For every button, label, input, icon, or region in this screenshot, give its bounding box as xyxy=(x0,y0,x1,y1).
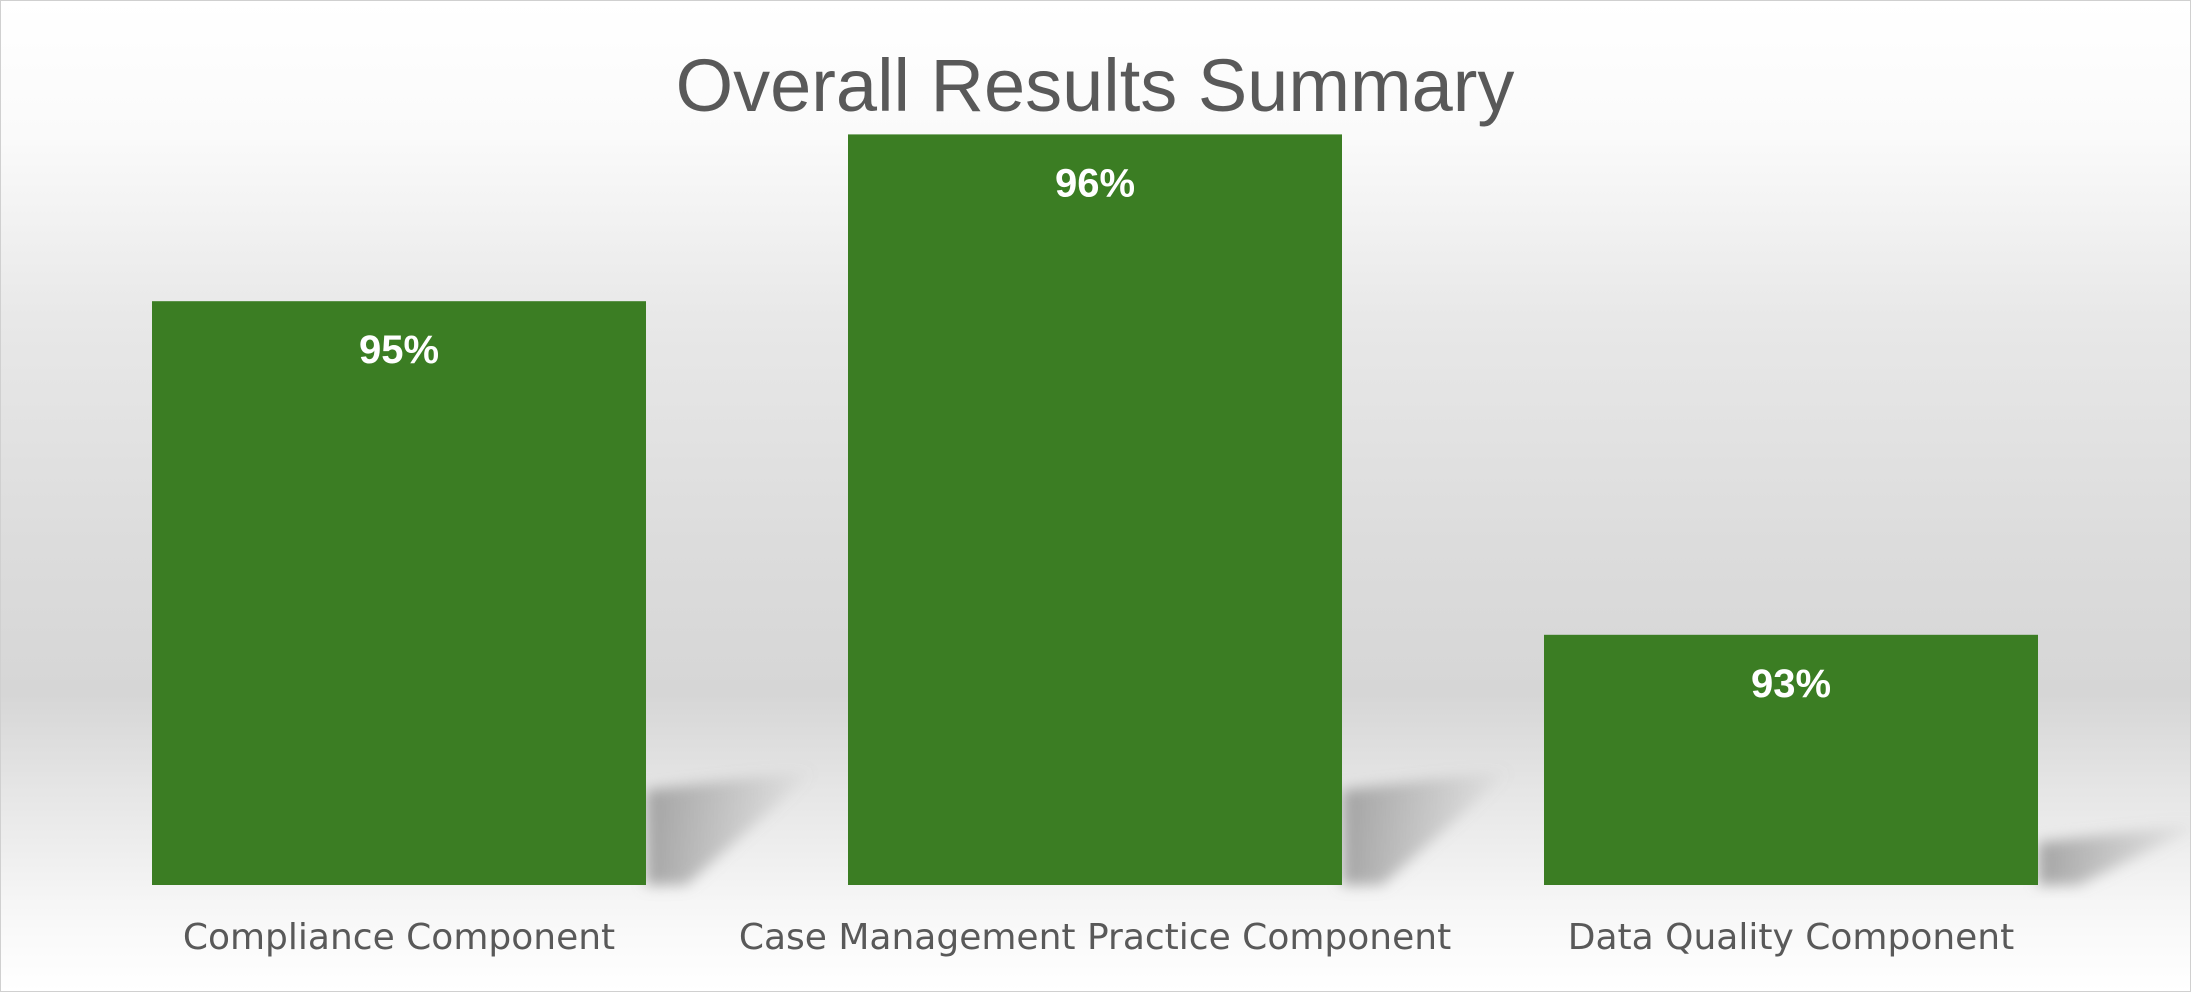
data-labels: 95% 96% 93% xyxy=(359,161,1831,705)
data-label: 93% xyxy=(1751,662,1831,706)
bars xyxy=(152,134,2038,885)
bar-shadow xyxy=(2038,824,2190,885)
bar xyxy=(152,301,646,885)
bar xyxy=(848,134,1342,885)
category-labels: Compliance Component Case Management Prac… xyxy=(183,917,2014,958)
data-label: 96% xyxy=(1055,161,1135,205)
data-label: 95% xyxy=(359,328,439,372)
category-label: Compliance Component xyxy=(183,917,615,958)
chart-title: Overall Results Summary xyxy=(676,44,1515,127)
bar-shadow xyxy=(646,770,816,885)
category-label: Data Quality Component xyxy=(1568,917,2014,958)
bar-shadows xyxy=(646,770,2190,885)
bar xyxy=(1544,634,2038,885)
category-label: Case Management Practice Component xyxy=(739,917,1451,958)
bar-shadow xyxy=(1342,770,1512,885)
